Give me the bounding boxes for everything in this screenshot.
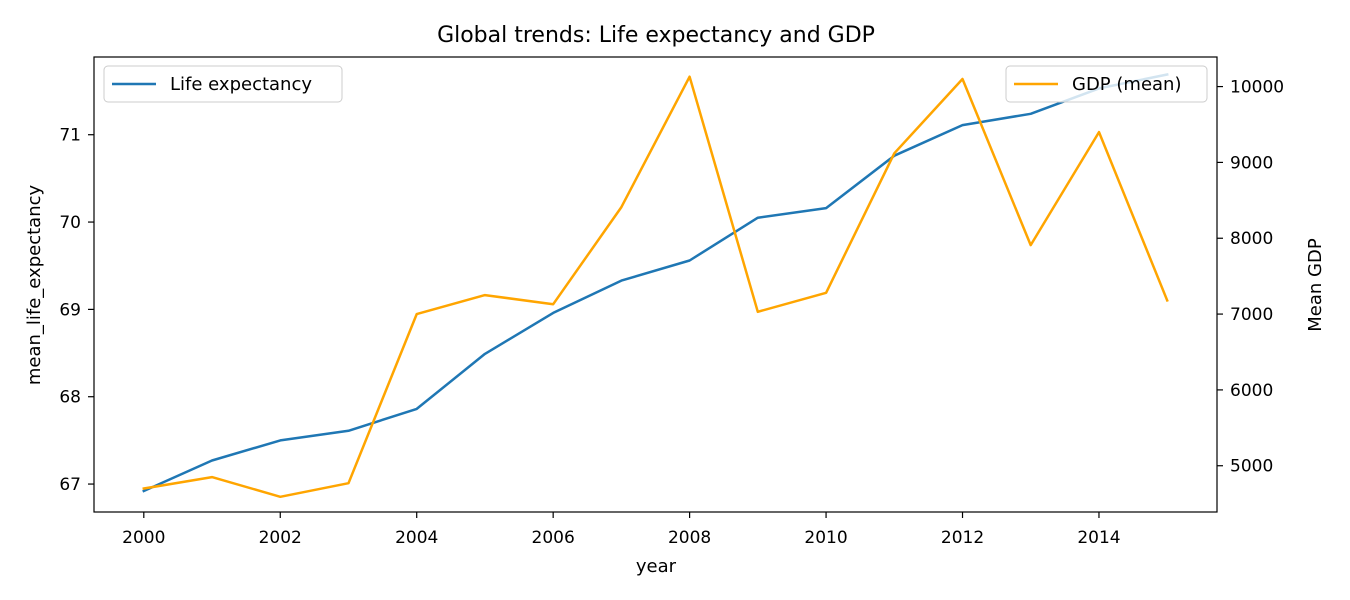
left-y-axis-label: mean_life_expectancy [24,184,45,385]
left-y-tick-label: 71 [59,126,81,146]
right-y-tick-label: 5000 [1230,457,1273,477]
left-y-tick-label: 69 [59,300,81,320]
x-tick-label: 2000 [122,528,165,548]
life-expectancy-line [142,73,1169,493]
legend-life-expectancy-label: Life expectancy [170,74,312,95]
right-y-tick-label: 9000 [1230,153,1273,173]
left-y-axis-ticks: 67 68 69 70 71 [59,126,94,495]
plot-frame [93,56,1218,513]
left-y-tick-label: 70 [59,213,81,233]
legend-gdp-box [1005,65,1208,103]
x-tick-label: 2014 [1077,528,1120,548]
legend-life-expectancy-box [103,65,343,103]
right-y-axis-label: Mean GDP [1305,238,1326,332]
plot-area [94,57,1217,512]
x-axis-ticks: 2000 2002 2004 2006 2008 2010 2012 2014 [122,512,1121,548]
legend-gdp-label: GDP (mean) [1072,74,1181,95]
x-tick-label: 2008 [668,528,711,548]
series-lines [142,73,1169,499]
right-y-tick-label: 10000 [1230,78,1284,98]
left-y-tick-label: 68 [59,388,81,408]
legend-life-expectancy: Life expectancy [103,65,343,103]
x-tick-label: 2006 [532,528,575,548]
right-y-axis-ticks: 5000 6000 7000 8000 9000 10000 [1217,78,1284,477]
chart-title: Global trends: Life expectancy and GDP [437,23,875,48]
x-tick-label: 2002 [259,528,302,548]
x-tick-label: 2004 [395,528,438,548]
right-y-tick-label: 8000 [1230,229,1273,249]
right-y-tick-label: 7000 [1230,305,1273,325]
right-y-tick-label: 6000 [1230,381,1273,401]
x-tick-label: 2012 [941,528,984,548]
legend-gdp: GDP (mean) [1005,65,1208,103]
x-tick-label: 2010 [804,528,847,548]
gdp-line [142,75,1169,499]
x-axis-label: year [636,556,677,577]
left-y-tick-label: 67 [59,475,81,495]
